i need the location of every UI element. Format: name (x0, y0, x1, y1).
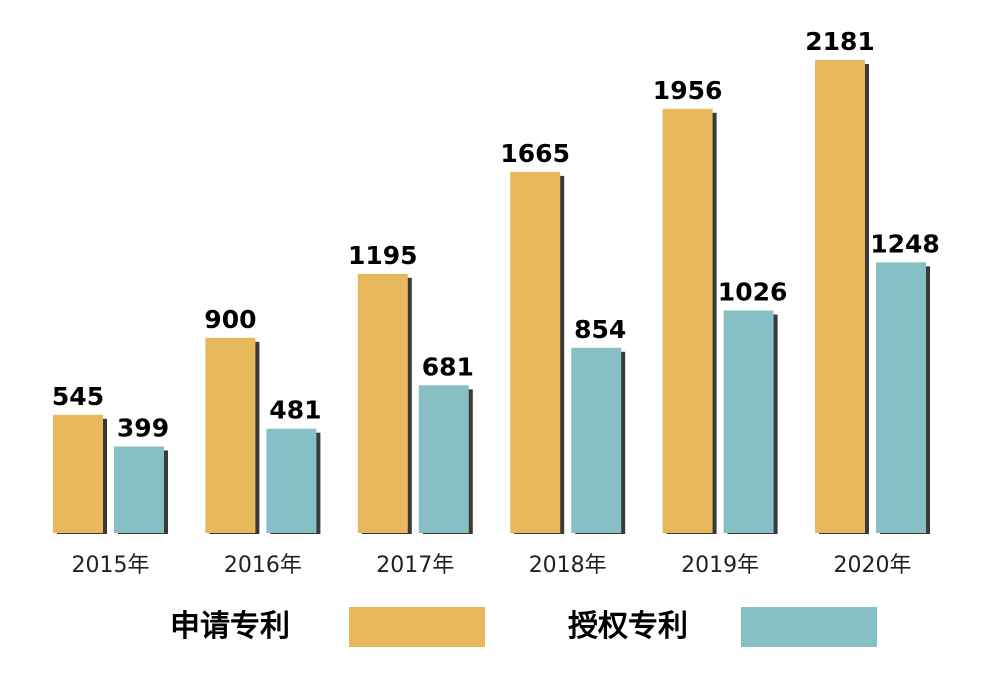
bars-group (53, 60, 930, 535)
bar-granted (266, 428, 317, 533)
bar-applied (53, 414, 103, 533)
bar-applied (357, 273, 408, 533)
value-label-applied: 1956 (653, 76, 723, 105)
value-label-applied: 900 (204, 305, 256, 334)
value-label-applied: 1665 (500, 139, 570, 168)
bar-granted (876, 262, 926, 533)
category-label: 2017年 (376, 553, 454, 578)
bar-applied (510, 171, 561, 533)
bar-granted (723, 310, 774, 533)
bar-applied (205, 337, 256, 533)
bar-granted (571, 347, 622, 533)
category-labels-group: 2015年 2016年 2017年 2018年 2019年 2020年 (72, 553, 912, 578)
category-label: 2016年 (224, 553, 302, 578)
bar-granted (418, 385, 469, 533)
category-label: 2018年 (529, 553, 607, 578)
value-label-granted: 854 (574, 315, 626, 344)
value-label-granted: 1248 (870, 229, 940, 258)
value-label-granted: 481 (269, 396, 321, 425)
legend-swatch-applied (349, 607, 485, 647)
category-label: 2019年 (681, 553, 759, 578)
value-label-granted: 1026 (718, 277, 788, 306)
bar-granted (114, 446, 164, 533)
value-label-applied: 2181 (805, 27, 875, 56)
value-label-granted: 681 (422, 352, 474, 381)
legend-label-granted: 授权专利 (568, 609, 688, 644)
legend-label-applied: 申请专利 (170, 609, 290, 644)
category-label: 2020年 (834, 553, 912, 578)
value-label-applied: 545 (52, 382, 104, 411)
legend-swatch-granted (741, 607, 877, 647)
value-label-applied: 1195 (348, 241, 418, 270)
category-label: 2015年 (72, 553, 150, 578)
legend: 申请专利 授权专利 (170, 607, 877, 647)
bar-applied (815, 60, 865, 533)
value-label-granted: 399 (117, 413, 169, 442)
bar-applied (662, 108, 713, 534)
value-labels-group: 545 399 900 481 1195 681 1665 854 1956 1026 2181 12… (52, 27, 940, 442)
